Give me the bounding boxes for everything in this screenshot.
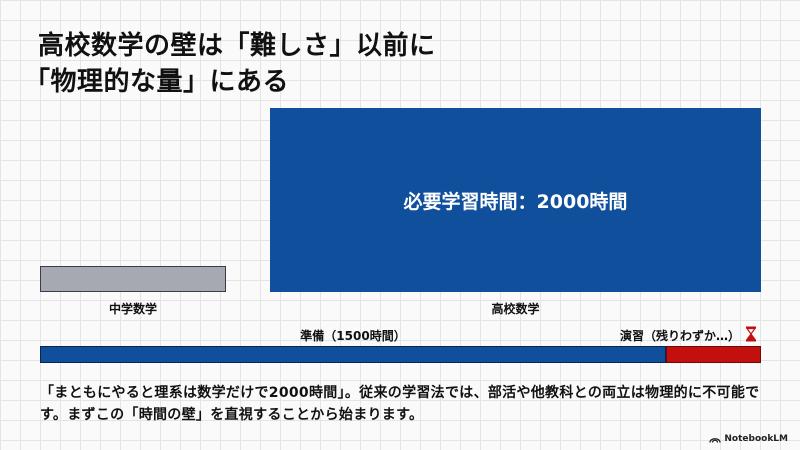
high-school-bar: 必要学習時間：2000時間 — [270, 108, 761, 292]
description-text: 「まともにやると理系は数学だけで2000時間」。従来の学習法では、部活や他教科と… — [40, 385, 760, 423]
hourglass-icon — [745, 326, 757, 342]
high-school-caption: 高校数学 — [491, 302, 540, 316]
page-title: 高校数学の壁は「難しさ」以前に 「物理的な量」にある — [24, 28, 436, 100]
notebooklm-brand: NotebookLM — [709, 434, 788, 444]
brand-label: NotebookLM — [724, 434, 788, 444]
middle-school-caption: 中学数学 — [108, 302, 157, 316]
notebooklm-logo-icon — [709, 438, 722, 443]
exercise-caption: 演習（残りわずか…） — [619, 329, 740, 343]
middle-school-bar — [40, 266, 226, 292]
preparation-bar — [40, 346, 666, 363]
required-hours-label: 必要学習時間：2000時間 — [403, 190, 628, 213]
title-line-1: 高校数学の壁は「難しさ」以前に — [38, 31, 436, 61]
title-line-2: 「物理的な量」にある — [24, 67, 290, 97]
preparation-caption: 準備（1500時間） — [300, 329, 406, 343]
exercise-bar — [666, 346, 761, 363]
